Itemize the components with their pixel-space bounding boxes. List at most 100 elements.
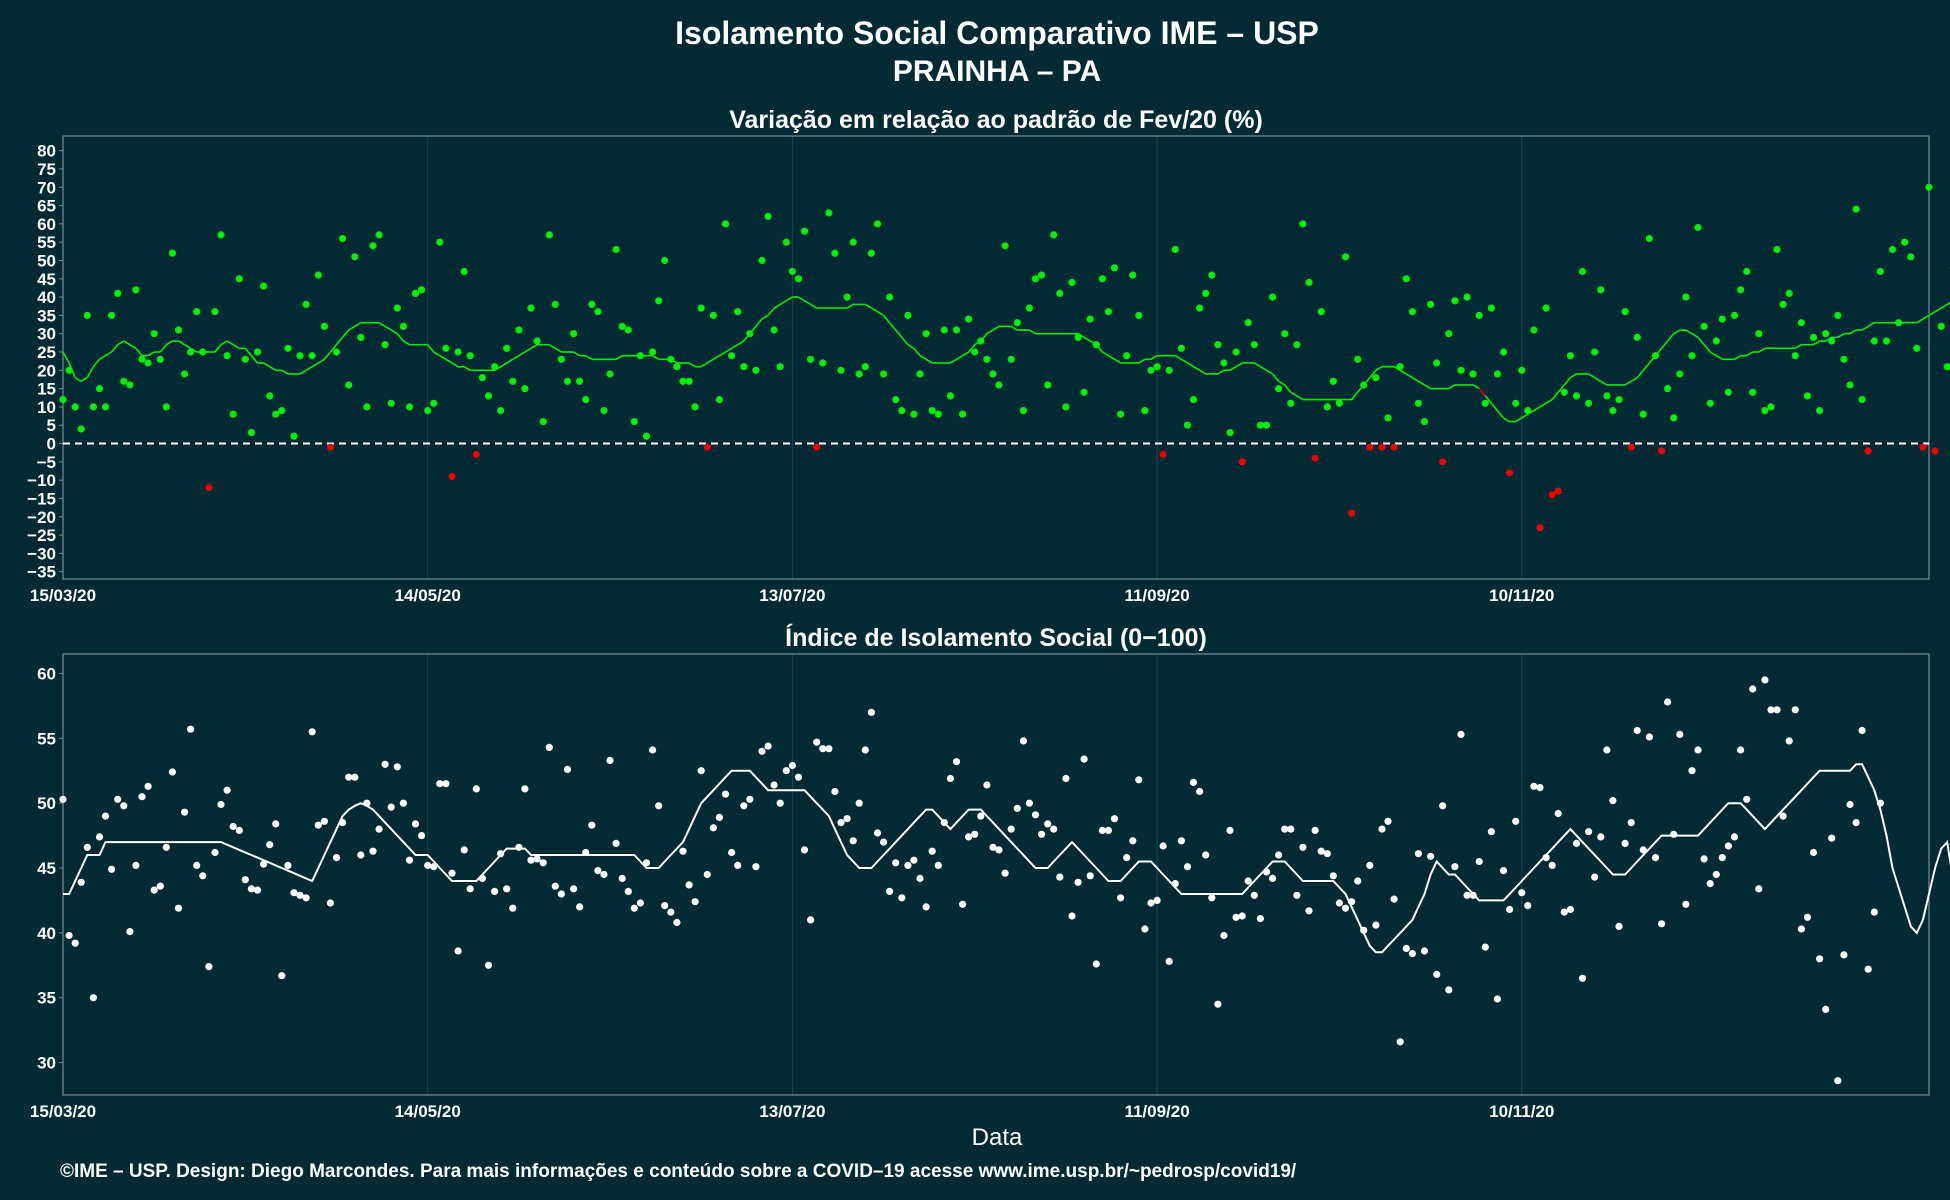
data-point bbox=[174, 326, 183, 334]
trend-line-segment bbox=[1229, 365, 1237, 371]
data-point bbox=[734, 861, 742, 870]
data-point bbox=[1360, 381, 1368, 389]
data-point bbox=[934, 861, 942, 870]
data-point bbox=[649, 348, 657, 356]
data-point bbox=[1676, 730, 1684, 739]
trend-line-segment bbox=[864, 303, 872, 309]
data-point bbox=[667, 355, 675, 363]
trend-line-segment bbox=[1180, 358, 1188, 364]
trend-line-segment bbox=[1503, 417, 1511, 423]
trend-line-segment bbox=[1734, 354, 1741, 361]
data-point bbox=[1840, 951, 1848, 959]
data-point bbox=[1846, 800, 1854, 809]
data-point bbox=[1402, 944, 1410, 953]
data-point bbox=[150, 886, 158, 894]
data-point bbox=[1542, 854, 1550, 862]
data-point bbox=[308, 352, 316, 360]
data-point bbox=[1828, 834, 1836, 842]
data-point bbox=[770, 326, 778, 334]
data-point bbox=[1943, 363, 1950, 371]
data-point bbox=[1882, 337, 1891, 345]
data-point bbox=[1317, 847, 1325, 855]
y-tick-label: 25 bbox=[37, 343, 56, 362]
data-point bbox=[1603, 392, 1611, 400]
data-point bbox=[108, 865, 116, 873]
data-point bbox=[800, 846, 809, 854]
x-tick-label: 15/03/20 bbox=[30, 1102, 96, 1121]
data-point bbox=[934, 410, 942, 418]
data-point bbox=[752, 863, 760, 871]
trend-line-segment bbox=[992, 325, 1000, 331]
data-point bbox=[1524, 407, 1532, 415]
data-point bbox=[174, 904, 183, 912]
data-point bbox=[1171, 245, 1179, 254]
data-point bbox=[1408, 950, 1416, 958]
data-point bbox=[1439, 458, 1447, 466]
data-point bbox=[1937, 322, 1945, 330]
data-point bbox=[1007, 825, 1015, 833]
trend-line-segment bbox=[1794, 344, 1802, 350]
data-point bbox=[1718, 315, 1726, 323]
trend-line-segment bbox=[1697, 336, 1705, 346]
data-point bbox=[1645, 733, 1653, 741]
data-point bbox=[363, 799, 371, 807]
trend-line-segment bbox=[1284, 384, 1292, 393]
trend-line-segment bbox=[329, 344, 338, 353]
trend-line-segment bbox=[712, 354, 720, 361]
y-tick-label: 35 bbox=[37, 306, 56, 325]
data-point bbox=[1329, 377, 1337, 385]
data-point bbox=[600, 407, 608, 415]
trend-line-segment bbox=[335, 336, 344, 346]
data-point bbox=[132, 861, 140, 870]
x-tick-label: 14/05/20 bbox=[395, 586, 461, 605]
data-point bbox=[1633, 726, 1641, 735]
trend-line-segment bbox=[1588, 373, 1596, 379]
data-point bbox=[1469, 891, 1477, 899]
data-point bbox=[1293, 891, 1301, 899]
data-point bbox=[503, 344, 511, 352]
data-point bbox=[1548, 861, 1556, 870]
data-point bbox=[1104, 308, 1112, 316]
trend-line-segment bbox=[1271, 373, 1280, 382]
data-point bbox=[527, 304, 535, 312]
data-point bbox=[1244, 877, 1252, 885]
data-point bbox=[1414, 399, 1422, 407]
data-point bbox=[1536, 524, 1544, 532]
data-point bbox=[1013, 319, 1021, 327]
data-point bbox=[1293, 341, 1301, 349]
trend-line-segment bbox=[652, 354, 660, 361]
data-point bbox=[1433, 359, 1441, 367]
data-point bbox=[1493, 370, 1501, 378]
trend-line-segment bbox=[402, 340, 410, 346]
y-tick-label: −30 bbox=[27, 544, 56, 563]
data-point bbox=[1214, 1000, 1222, 1008]
trend-line-segment bbox=[1746, 351, 1754, 357]
trend-line-segment bbox=[1636, 369, 1644, 379]
data-point bbox=[235, 826, 243, 835]
y-tick-label: 20 bbox=[37, 361, 56, 380]
data-point bbox=[1712, 337, 1720, 345]
data-point bbox=[728, 848, 736, 857]
trend-line-segment bbox=[1424, 384, 1432, 390]
data-point bbox=[126, 381, 134, 389]
data-point bbox=[1129, 837, 1137, 845]
data-point bbox=[156, 355, 164, 363]
data-point bbox=[746, 330, 754, 338]
data-point bbox=[260, 282, 268, 290]
data-point bbox=[418, 832, 426, 840]
data-point bbox=[910, 410, 918, 418]
data-point bbox=[685, 377, 693, 385]
trend-line-segment bbox=[761, 314, 769, 320]
data-point bbox=[1876, 267, 1884, 276]
data-point bbox=[138, 355, 146, 363]
data-point bbox=[873, 829, 882, 837]
data-point bbox=[1591, 348, 1599, 356]
data-point bbox=[1250, 891, 1258, 899]
data-point bbox=[959, 410, 967, 418]
data-point bbox=[442, 344, 450, 352]
trend-line-segment bbox=[1448, 384, 1456, 390]
data-point bbox=[181, 808, 189, 816]
trend-line-segment bbox=[451, 362, 459, 368]
y-tick-label: 50 bbox=[37, 794, 56, 813]
